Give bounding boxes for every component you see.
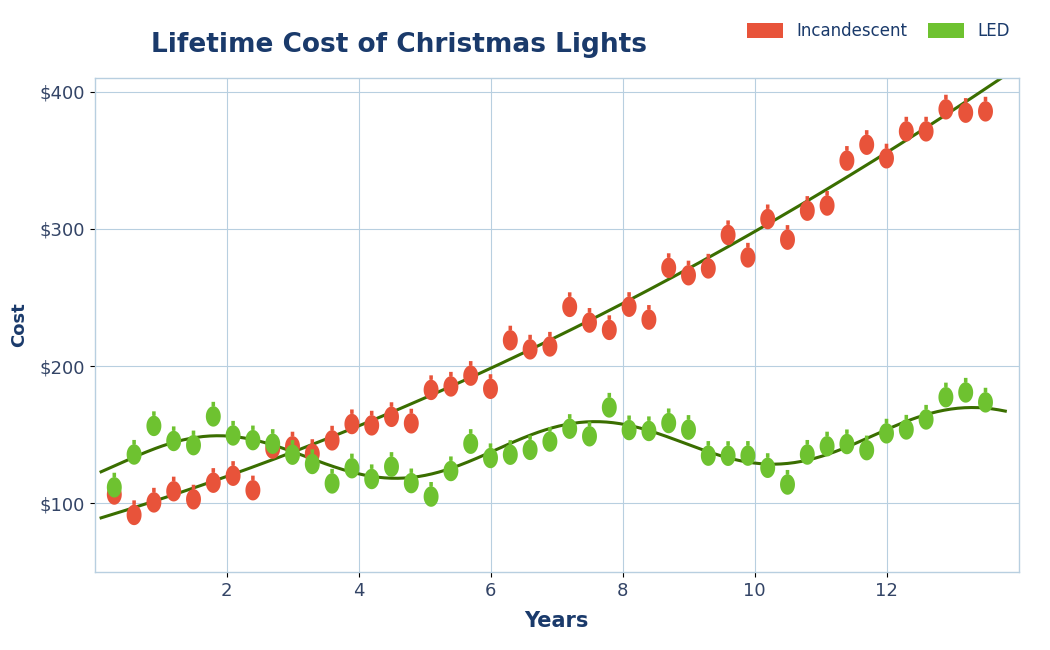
Point xyxy=(225,469,242,479)
Point xyxy=(779,478,796,488)
Point xyxy=(165,484,182,495)
Point xyxy=(621,300,637,310)
Point xyxy=(938,391,954,401)
Point xyxy=(363,472,380,482)
Point xyxy=(640,313,657,323)
Point xyxy=(285,448,301,458)
Point xyxy=(839,154,856,164)
Point xyxy=(878,151,895,162)
Legend: Incandescent, LED: Incandescent, LED xyxy=(747,22,1010,40)
Point xyxy=(819,199,836,209)
Point xyxy=(978,396,994,406)
Point xyxy=(343,417,360,428)
Point xyxy=(978,105,994,115)
Point xyxy=(739,251,756,261)
Point xyxy=(363,419,380,429)
Point xyxy=(660,261,677,272)
Point xyxy=(146,495,163,506)
Point xyxy=(126,448,143,458)
Point xyxy=(482,451,499,462)
Point xyxy=(938,103,954,113)
Point xyxy=(581,316,597,326)
Point xyxy=(205,410,222,420)
Point xyxy=(779,233,796,243)
Point xyxy=(759,213,776,223)
Point xyxy=(403,476,420,487)
Point xyxy=(225,429,242,439)
Point xyxy=(146,419,163,430)
Point xyxy=(106,480,123,491)
Point xyxy=(462,369,479,379)
Point xyxy=(245,484,261,494)
Point xyxy=(958,385,974,396)
Point xyxy=(383,410,400,421)
Point xyxy=(799,448,816,458)
Point xyxy=(601,323,617,333)
Point xyxy=(858,138,875,148)
Point xyxy=(898,422,915,433)
Point xyxy=(839,437,856,448)
Point xyxy=(522,343,539,353)
Point xyxy=(423,383,440,393)
Point xyxy=(303,457,320,467)
Point xyxy=(403,417,420,427)
Point xyxy=(165,434,182,445)
Point xyxy=(285,439,301,450)
Point xyxy=(719,449,736,460)
Point xyxy=(799,204,816,214)
Point xyxy=(680,268,697,279)
Point xyxy=(383,460,400,471)
Point xyxy=(660,416,677,426)
Point xyxy=(542,435,559,445)
Point xyxy=(562,422,579,432)
Point xyxy=(245,434,261,444)
Point xyxy=(700,262,717,272)
X-axis label: Years: Years xyxy=(524,611,589,631)
Point xyxy=(640,424,657,435)
Point xyxy=(106,488,123,498)
Point xyxy=(562,300,579,311)
Point xyxy=(621,423,637,434)
Text: Lifetime Cost of Christmas Lights: Lifetime Cost of Christmas Lights xyxy=(151,32,647,58)
Point xyxy=(343,462,360,472)
Point xyxy=(323,476,340,487)
Point xyxy=(878,426,895,437)
Point xyxy=(502,333,519,344)
Point xyxy=(898,125,915,135)
Point xyxy=(265,442,281,452)
Point xyxy=(442,380,459,390)
Point xyxy=(739,449,756,460)
Point xyxy=(126,508,143,519)
Point xyxy=(205,476,222,486)
Point xyxy=(719,228,736,239)
Point xyxy=(185,438,202,448)
Point xyxy=(759,461,776,471)
Point xyxy=(581,430,597,440)
Point xyxy=(462,437,479,447)
Point xyxy=(323,434,340,444)
Point xyxy=(423,490,440,501)
Point xyxy=(482,382,499,393)
Point xyxy=(502,448,519,458)
Point xyxy=(918,125,935,135)
Point xyxy=(700,449,717,460)
Point xyxy=(819,439,836,450)
Point xyxy=(958,106,974,116)
Point xyxy=(442,464,459,474)
Point xyxy=(522,443,539,454)
Point xyxy=(601,400,617,411)
Point xyxy=(918,413,935,423)
Y-axis label: Cost: Cost xyxy=(10,303,28,347)
Point xyxy=(303,447,320,458)
Point xyxy=(542,340,559,350)
Point xyxy=(185,493,202,503)
Point xyxy=(858,443,875,454)
Point xyxy=(680,423,697,434)
Point xyxy=(265,437,281,447)
